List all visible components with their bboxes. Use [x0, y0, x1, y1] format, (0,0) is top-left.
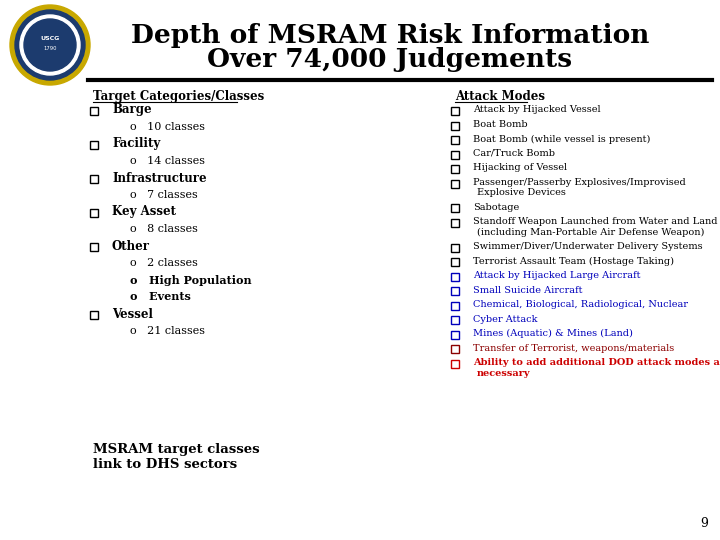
Text: USCG: USCG	[40, 36, 60, 40]
Bar	[451, 244, 459, 252]
Bar	[451, 151, 459, 159]
Text: Facility: Facility	[112, 138, 161, 151]
Text: Standoff Weapon Launched from Water and Land: Standoff Weapon Launched from Water and …	[473, 218, 718, 226]
Bar	[451, 316, 459, 325]
Text: Vessel: Vessel	[112, 307, 153, 321]
Bar	[451, 360, 459, 368]
Bar	[451, 219, 459, 227]
Bar	[451, 107, 459, 115]
Text: Over 74,000 Judgements: Over 74,000 Judgements	[207, 48, 572, 72]
Bar	[451, 258, 459, 266]
Text: Explosive Devices: Explosive Devices	[477, 188, 566, 198]
Text: Boat Bomb: Boat Bomb	[473, 120, 528, 129]
Text: Target Categories/Classes: Target Categories/Classes	[93, 90, 264, 103]
Text: Ability to add additional DOD attack modes as: Ability to add additional DOD attack mod…	[473, 359, 720, 367]
Bar	[90, 107, 98, 115]
Text: Passenger/Passerby Explosives/Improvised: Passenger/Passerby Explosives/Improvised	[473, 178, 685, 187]
Text: Barge: Barge	[112, 104, 152, 117]
Text: 9: 9	[700, 517, 708, 530]
Bar	[451, 287, 459, 295]
Text: Hijacking of Vessel: Hijacking of Vessel	[473, 164, 567, 172]
Text: Infrastructure: Infrastructure	[112, 172, 207, 185]
Text: o   8 classes: o 8 classes	[130, 224, 198, 234]
Bar	[451, 331, 459, 339]
Bar	[451, 302, 459, 310]
Circle shape	[20, 15, 80, 75]
Circle shape	[24, 19, 76, 71]
Text: Attack by Hijacked Vessel: Attack by Hijacked Vessel	[473, 105, 600, 114]
Bar	[90, 141, 98, 149]
Text: Terrorist Assault Team (Hostage Taking): Terrorist Assault Team (Hostage Taking)	[473, 257, 674, 266]
Text: Boat Bomb (while vessel is present): Boat Bomb (while vessel is present)	[473, 134, 650, 144]
Bar	[90, 243, 98, 251]
Text: Depth of MSRAM Risk Information: Depth of MSRAM Risk Information	[131, 23, 649, 48]
Bar	[451, 205, 459, 212]
Text: MSRAM target classes: MSRAM target classes	[93, 443, 260, 456]
Text: o   7 classes: o 7 classes	[130, 190, 198, 200]
Text: Key Asset: Key Asset	[112, 206, 176, 219]
Text: Attack by Hijacked Large Aircraft: Attack by Hijacked Large Aircraft	[473, 272, 641, 280]
Text: o   Events: o Events	[130, 292, 191, 302]
Text: Sabotage: Sabotage	[473, 203, 519, 212]
Text: (including Man-Portable Air Defense Weapon): (including Man-Portable Air Defense Weap…	[477, 228, 704, 237]
Circle shape	[15, 10, 85, 80]
Bar	[451, 273, 459, 281]
Text: Other: Other	[112, 240, 150, 253]
Text: o   10 classes: o 10 classes	[130, 122, 205, 132]
Bar	[451, 122, 459, 130]
Bar	[90, 175, 98, 183]
Text: Small Suicide Aircraft: Small Suicide Aircraft	[473, 286, 582, 295]
Text: link to DHS sectors: link to DHS sectors	[93, 458, 237, 471]
Text: o   High Population: o High Population	[130, 274, 251, 286]
Text: o   2 classes: o 2 classes	[130, 258, 198, 268]
Text: o   21 classes: o 21 classes	[130, 326, 205, 336]
Bar	[451, 136, 459, 144]
Text: Cyber Attack: Cyber Attack	[473, 315, 538, 324]
Text: Chemical, Biological, Radiological, Nuclear: Chemical, Biological, Radiological, Nucl…	[473, 300, 688, 309]
Bar	[90, 311, 98, 319]
Circle shape	[10, 5, 90, 85]
Bar	[90, 209, 98, 217]
Text: Swimmer/Diver/Underwater Delivery Systems: Swimmer/Diver/Underwater Delivery System…	[473, 242, 703, 252]
Text: Transfer of Terrorist, weapons/materials: Transfer of Terrorist, weapons/materials	[473, 344, 674, 353]
Text: necessary: necessary	[477, 369, 531, 378]
Bar	[451, 179, 459, 187]
Text: Mines (Aquatic) & Mines (Land): Mines (Aquatic) & Mines (Land)	[473, 329, 633, 339]
Text: 1790: 1790	[43, 46, 57, 51]
Bar	[451, 346, 459, 353]
Text: Attack Modes: Attack Modes	[455, 90, 545, 103]
Bar	[451, 165, 459, 173]
Text: Car/Truck Bomb: Car/Truck Bomb	[473, 149, 555, 158]
Text: o   14 classes: o 14 classes	[130, 156, 205, 166]
